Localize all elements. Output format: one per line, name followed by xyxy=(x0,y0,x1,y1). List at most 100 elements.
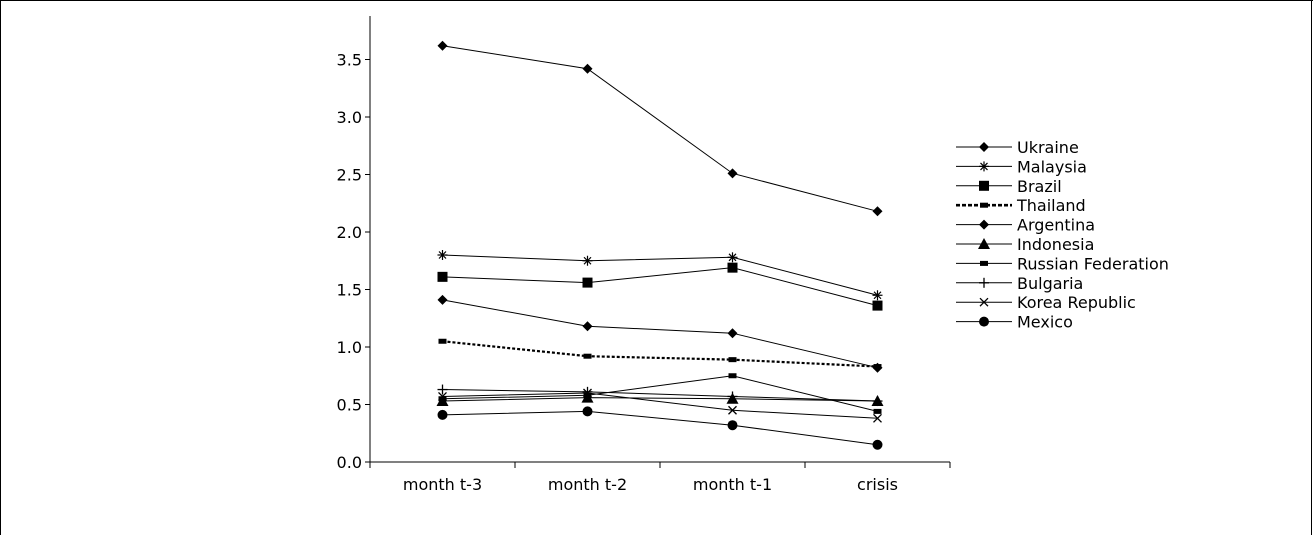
y-tick-label: 0.0 xyxy=(337,453,362,472)
series-line xyxy=(442,45,878,212)
marker-shape xyxy=(438,396,447,402)
marker-shape xyxy=(872,206,883,217)
series-thailand xyxy=(438,338,882,370)
series-line xyxy=(442,392,878,419)
data-point xyxy=(727,168,738,179)
legend-label: Ukraine xyxy=(1017,138,1079,157)
series-brazil xyxy=(437,262,883,311)
data-point xyxy=(582,255,593,266)
x-tick-label: month t-3 xyxy=(403,475,482,494)
y-tick-label: 0.5 xyxy=(337,396,362,415)
series-line xyxy=(442,340,878,368)
series-mexico xyxy=(437,406,883,450)
marker-shape xyxy=(979,180,989,191)
data-point xyxy=(873,408,882,414)
data-point xyxy=(727,252,738,263)
series-line xyxy=(442,267,878,307)
marker-shape xyxy=(437,40,448,51)
marker-shape xyxy=(980,260,988,266)
legend-label: Brazil xyxy=(1017,177,1062,196)
y-tick-label: 3.0 xyxy=(337,108,362,127)
marker-shape xyxy=(728,405,737,415)
marker-shape xyxy=(438,338,447,344)
series-argentina xyxy=(437,294,883,373)
legend-item-malaysia: Malaysia xyxy=(956,157,1087,176)
series-ukraine xyxy=(437,40,883,217)
legend: UkraineMalaysiaBrazilThailandArgentinaIn… xyxy=(956,138,1169,332)
data-point xyxy=(872,206,883,217)
series-line xyxy=(442,389,878,402)
legend-item-indonesia: Indonesia xyxy=(956,235,1094,254)
marker-shape xyxy=(872,300,883,311)
marker-shape xyxy=(979,316,989,327)
legend-label: Korea Republic xyxy=(1017,293,1136,312)
data-point xyxy=(582,321,593,332)
data-point xyxy=(872,290,883,301)
marker-shape xyxy=(978,238,990,249)
legend-item-russian-federation: Russian Federation xyxy=(956,254,1169,273)
series-russian-federation xyxy=(438,373,882,414)
legend-label: Indonesia xyxy=(1017,235,1094,254)
marker-shape xyxy=(979,142,989,152)
legend-marker xyxy=(979,316,989,327)
legend-label: Malaysia xyxy=(1017,157,1087,176)
data-point xyxy=(727,391,738,402)
x-tick-label: month t-2 xyxy=(548,475,627,494)
legend-label: Mexico xyxy=(1017,313,1073,332)
y-tick-label: 1.5 xyxy=(337,281,362,300)
series-line xyxy=(442,299,878,369)
data-point xyxy=(582,277,593,288)
marker-shape xyxy=(728,357,737,363)
legend-marker xyxy=(980,202,988,208)
data-point xyxy=(873,413,882,423)
x-tick-label: crisis xyxy=(857,475,898,494)
marker-shape xyxy=(872,439,883,450)
marker-shape xyxy=(873,413,882,423)
legend-marker xyxy=(980,260,988,266)
marker-shape xyxy=(979,219,989,230)
legend-item-brazil: Brazil xyxy=(956,177,1062,196)
data-point xyxy=(727,262,738,273)
data-point xyxy=(437,271,448,282)
frame-border-right xyxy=(1311,0,1312,535)
legend-item-ukraine: Ukraine xyxy=(956,138,1079,157)
data-point xyxy=(872,396,883,407)
marker-shape xyxy=(438,391,447,401)
data-point xyxy=(872,362,883,373)
legend-marker xyxy=(979,277,989,288)
data-point xyxy=(583,353,592,359)
data-point xyxy=(438,338,447,344)
legend-item-argentina: Argentina xyxy=(956,216,1095,235)
data-point xyxy=(437,40,448,51)
marker-shape xyxy=(437,271,448,282)
marker-shape xyxy=(583,388,592,398)
marker-shape xyxy=(582,406,593,417)
data-point xyxy=(437,250,448,260)
data-point xyxy=(727,420,738,431)
legend-marker xyxy=(979,142,989,152)
marker-shape xyxy=(728,373,737,379)
legend-marker xyxy=(979,297,989,307)
marker-shape xyxy=(979,297,989,307)
marker-shape xyxy=(582,63,593,74)
axes: 0.0 0.5 1.0 1.5 2.0 2.5 3.0 3.5 month t-3 month t… xyxy=(337,16,951,494)
marker-shape xyxy=(727,328,738,339)
series-line xyxy=(442,397,878,402)
frame-border-left xyxy=(0,0,1,535)
marker-shape xyxy=(437,294,448,305)
series-layer xyxy=(436,40,884,450)
marker-shape xyxy=(873,408,882,414)
legend-marker xyxy=(979,180,989,191)
marker-shape xyxy=(727,262,738,273)
legend-label: Thailand xyxy=(1016,196,1086,215)
data-point xyxy=(727,328,738,339)
x-tick-label: month t-1 xyxy=(693,475,772,494)
marker-shape xyxy=(727,168,738,179)
legend-label: Argentina xyxy=(1017,216,1095,235)
series-line xyxy=(442,375,878,412)
data-point xyxy=(872,439,883,450)
data-point xyxy=(582,63,593,74)
y-tick-label: 3.5 xyxy=(337,51,362,70)
data-point xyxy=(582,406,593,417)
